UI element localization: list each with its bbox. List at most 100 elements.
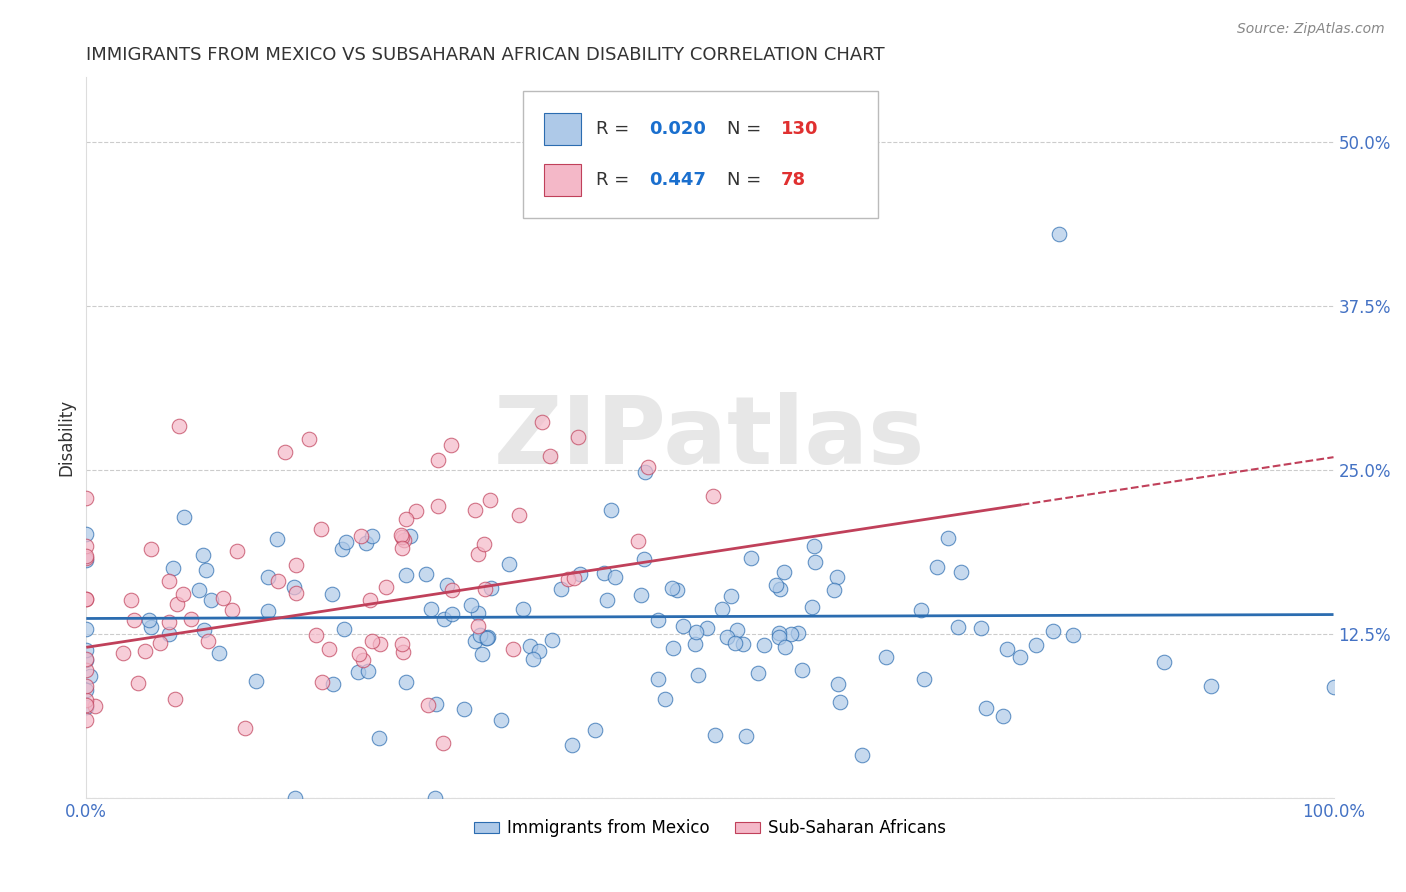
- Point: [912, 672, 935, 686]
- Point: [124, 614, 146, 628]
- Point: [529, 644, 551, 658]
- Point: [392, 645, 415, 659]
- Point: [768, 626, 790, 640]
- Text: R =: R =: [596, 120, 636, 138]
- Point: [415, 566, 437, 581]
- Point: [1153, 655, 1175, 669]
- Point: [1042, 624, 1064, 638]
- Point: [283, 580, 305, 594]
- Point: [538, 449, 561, 463]
- Point: [910, 603, 932, 617]
- Text: 78: 78: [780, 171, 806, 189]
- Point: [75, 653, 97, 667]
- Point: [475, 631, 498, 645]
- Point: [441, 582, 464, 597]
- Point: [662, 641, 685, 656]
- Point: [172, 587, 194, 601]
- Point: [233, 721, 256, 735]
- Point: [467, 606, 489, 620]
- Point: [347, 665, 370, 680]
- Point: [75, 491, 97, 505]
- Point: [197, 633, 219, 648]
- Point: [75, 622, 97, 636]
- Point: [522, 652, 544, 666]
- Point: [188, 582, 211, 597]
- Point: [624, 136, 647, 150]
- Point: [391, 541, 413, 556]
- Point: [367, 731, 389, 745]
- Point: [285, 585, 308, 599]
- Point: [823, 583, 845, 598]
- Point: [702, 489, 724, 503]
- Point: [75, 549, 97, 563]
- Point: [1322, 680, 1344, 694]
- Point: [298, 432, 321, 446]
- Point: [309, 522, 332, 536]
- Point: [479, 493, 502, 508]
- Point: [208, 646, 231, 660]
- Point: [950, 565, 973, 579]
- Point: [453, 702, 475, 716]
- Point: [120, 592, 142, 607]
- Point: [330, 541, 353, 556]
- Point: [464, 633, 486, 648]
- Point: [405, 504, 427, 518]
- Point: [790, 663, 813, 677]
- Point: [75, 552, 97, 566]
- Point: [470, 628, 492, 642]
- Point: [389, 528, 412, 542]
- Point: [391, 637, 413, 651]
- Point: [257, 604, 280, 618]
- Point: [149, 636, 172, 650]
- Point: [436, 578, 458, 592]
- Point: [769, 582, 792, 597]
- Text: Source: ZipAtlas.com: Source: ZipAtlas.com: [1237, 22, 1385, 37]
- Legend: Immigrants from Mexico, Sub-Saharan Africans: Immigrants from Mexico, Sub-Saharan Afri…: [467, 813, 953, 844]
- Point: [349, 529, 371, 543]
- Point: [211, 591, 233, 606]
- Point: [75, 551, 97, 566]
- Point: [111, 647, 134, 661]
- Point: [637, 459, 659, 474]
- Point: [1199, 680, 1222, 694]
- Point: [596, 592, 619, 607]
- Point: [723, 636, 745, 650]
- Point: [200, 592, 222, 607]
- Point: [654, 691, 676, 706]
- Point: [432, 736, 454, 750]
- Point: [159, 627, 181, 641]
- Point: [427, 499, 450, 513]
- Point: [583, 723, 606, 738]
- Point: [75, 713, 97, 727]
- Point: [194, 563, 217, 577]
- Point: [395, 675, 418, 690]
- Point: [75, 592, 97, 607]
- Point: [600, 503, 623, 517]
- Point: [284, 791, 307, 805]
- Point: [647, 613, 669, 627]
- Point: [391, 530, 413, 544]
- Point: [927, 559, 949, 574]
- Point: [359, 593, 381, 607]
- Text: 0.020: 0.020: [648, 120, 706, 138]
- Point: [127, 676, 149, 690]
- Point: [633, 551, 655, 566]
- Point: [394, 533, 416, 547]
- Point: [75, 643, 97, 657]
- Point: [318, 642, 340, 657]
- Point: [352, 652, 374, 666]
- Point: [138, 613, 160, 627]
- Point: [471, 647, 494, 661]
- FancyBboxPatch shape: [544, 112, 582, 145]
- Point: [541, 633, 564, 648]
- Point: [696, 622, 718, 636]
- Point: [226, 544, 249, 558]
- Point: [603, 570, 626, 584]
- Text: N =: N =: [727, 171, 768, 189]
- Point: [557, 572, 579, 586]
- Point: [467, 619, 489, 633]
- Point: [361, 529, 384, 543]
- Point: [464, 503, 486, 517]
- Text: ZIPatlas: ZIPatlas: [495, 392, 925, 483]
- Point: [1047, 227, 1070, 242]
